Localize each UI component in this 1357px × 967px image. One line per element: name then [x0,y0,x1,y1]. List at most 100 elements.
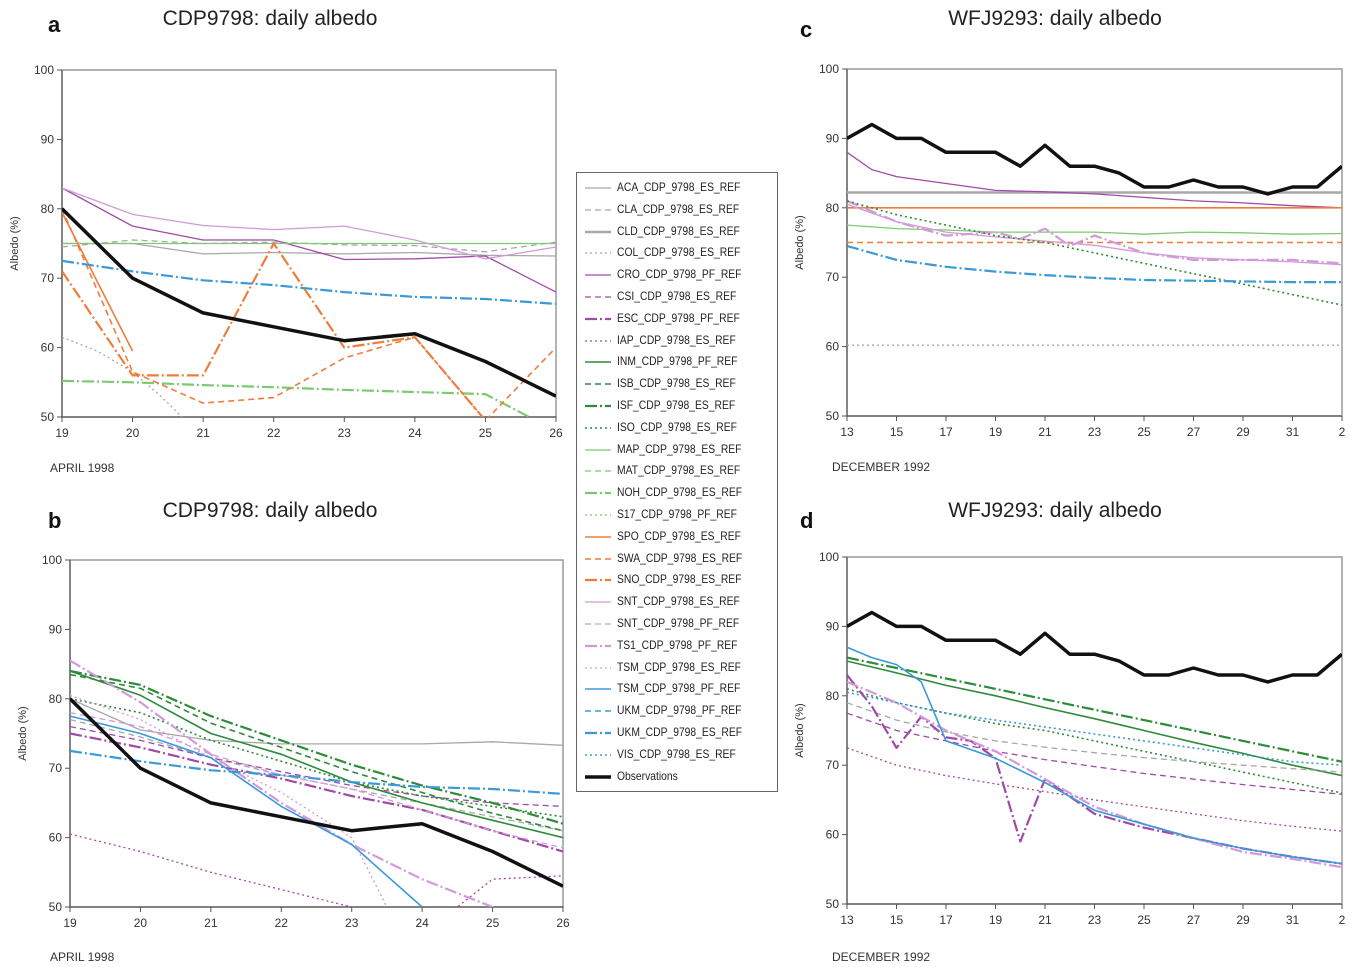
series-line-tsm-cdp-9798-pf-ref [70,715,423,907]
series-group [847,122,1342,346]
legend-swatch [585,230,611,233]
x-tick-label: 21 [1038,913,1052,927]
legend-entry: TSM_CDP_9798_ES_REF [577,659,777,677]
series-line-ukm-cdp-9798-es-ref [70,749,563,795]
x-tick-label: 31 [1286,425,1300,439]
y-tick-label: 70 [49,761,63,775]
legend-swatch [585,535,611,538]
legend-label: ISF_CDP_9798_ES_REF [617,398,736,412]
legend-label: SNO_CDP_9798_ES_REF [617,572,742,587]
legend-entry: CSI_CDP_9798_ES_REF [577,288,777,306]
y-tick-label: 80 [826,689,840,703]
x-tick-label: 2 [1339,425,1346,439]
y-tick-label: 70 [826,758,840,772]
panel-title: WFJ9293: daily albedo [948,7,1162,30]
x-tick-label: 22 [275,916,289,930]
series-group [70,659,563,907]
series-line-aca-cdp-9798-es-ref [62,242,556,257]
legend-label: TSM_CDP_9798_PF_REF [617,681,741,696]
legend-entry: COL_CDP_9798_ES_REF [577,244,777,262]
plot-frame [69,559,564,908]
x-tick-label: 13 [840,913,854,927]
legend-label: INM_CDP_9798_PF_REF [617,354,738,369]
x-tick-label: 27 [1187,425,1201,439]
y-tick-label: 100 [819,550,839,564]
series-line-cla-cdp-9798-es-ref [70,718,563,832]
y-tick-label: 90 [49,622,63,636]
legend-entry: NOH_CDP_9798_ES_REF [577,484,777,502]
panel-title: WFJ9293: daily albedo [948,499,1162,522]
legend-swatch [585,339,611,342]
series-line-iap-cdp-9798-es-ref [847,747,1342,832]
series-line-observations [62,207,556,398]
x-tick-label: 25 [486,916,500,930]
y-tick-label: 100 [819,62,839,76]
y-tick-label: 50 [49,900,63,914]
legend-entry: TS1_CDP_9798_PF_REF [577,637,777,655]
legend-entry: ESC_CDP_9798_PF_REF [577,310,777,328]
legend-entry: ACA_CDP_9798_ES_REF [577,179,777,197]
legend-label: SPO_CDP_9798_ES_REF [617,528,741,543]
x-tick-label: 23 [1088,913,1102,927]
legend-label: UKM_CDP_9798_ES_REF [617,725,743,739]
series-line-observations [847,122,1342,196]
y-tick-label: 70 [41,271,55,285]
y-tick-label: 100 [42,553,62,567]
series-group [62,187,556,417]
legend-entry: CRO_CDP_9798_PF_REF [577,266,777,284]
y-tick-label: 60 [41,341,55,355]
legend-entry: Observations [577,768,777,786]
series-line-observations [847,610,1342,684]
series-line-cla-cdp-9798-es-ref [847,702,1342,773]
panel-title: CDP9798: daily albedo [163,7,378,30]
x-tick-label: 21 [204,916,218,930]
series-line-ukm-cdp-9798-es-ref [62,259,556,305]
panel-d: d WFJ9293: daily albedo 50 60 70 80 90 100 13 15 1… [794,499,1346,964]
x-tick-label: 19 [989,913,1003,927]
legend-label: MAT_CDP_9798_ES_REF [617,463,741,478]
series-line-swa-cdp-9798-es-ref [62,208,556,417]
series-line-ts1-cdp-9798-pf-ref [847,680,1342,869]
series-line-snt-cdp-9798-pf-ref [70,712,563,849]
legend-entry: ISB_CDP_9798_ES_REF [577,375,777,393]
panel-a: a CDP9798: daily albedo 50 60 70 80 90 100 19 20 2… [9,7,563,475]
legend-label: SNT_CDP_9798_ES_REF [617,594,740,609]
y-tick-label: 60 [49,831,63,845]
legend-swatch [585,187,611,189]
legend-label: TSM_CDP_9798_ES_REF [617,659,741,674]
x-tick-label: 21 [196,426,210,440]
legend-swatch [585,688,611,691]
legend-entry: SWA_CDP_9798_ES_REF [577,550,777,568]
x-tick-label: 26 [556,916,570,930]
x-tick-label: 23 [1088,425,1102,439]
series-line-cla-cdp-9798-es-ref [62,239,556,253]
x-axis-label: APRIL 1998 [50,950,115,964]
legend-swatch [585,470,611,473]
series-line-iso-cdp-9798-es-ref [847,200,1342,306]
legend-swatch [585,623,611,625]
legend-swatch [585,448,611,451]
legend-swatch [585,383,611,385]
x-tick-label: 19 [63,916,77,930]
legend-label: CRO_CDP_9798_PF_REF [617,267,742,282]
series-line-cro-cdp-9798-pf-ref [847,151,1342,209]
y-tick-label: 70 [826,270,840,284]
legend-label: SNT_CDP_9798_PF_REF [617,616,740,630]
y-tick-label: 90 [826,619,840,633]
panel-c: c WFJ9293: daily albedo 50 60 70 80 90 100 13 15 1… [794,7,1346,474]
series-line-iso-cdp-9798-es-ref [70,698,563,818]
x-tick-label: 19 [55,426,69,440]
legend-swatch [585,317,611,320]
legend-entry: VIS_CDP_9798_ES_REF [577,746,777,764]
series-line-inm-cdp-9798-pf-ref [847,660,1342,777]
legend-entry: UKM_CDP_9798_PF_REF [577,702,777,720]
series-line-csi-cdp-9798-es-ref [847,712,1342,795]
series-line-snt-cdp-9798-es-ref [62,187,556,260]
series-line-noh-cdp-9798-es-ref [62,379,532,417]
legend-swatch [585,644,611,647]
series-line-snt-cdp-9798-es-ref [847,203,1342,266]
series-line-isf-cdp-9798-es-ref [847,656,1342,763]
legend-entry: SNT_CDP_9798_ES_REF [577,593,777,611]
legend-swatch [585,774,611,779]
